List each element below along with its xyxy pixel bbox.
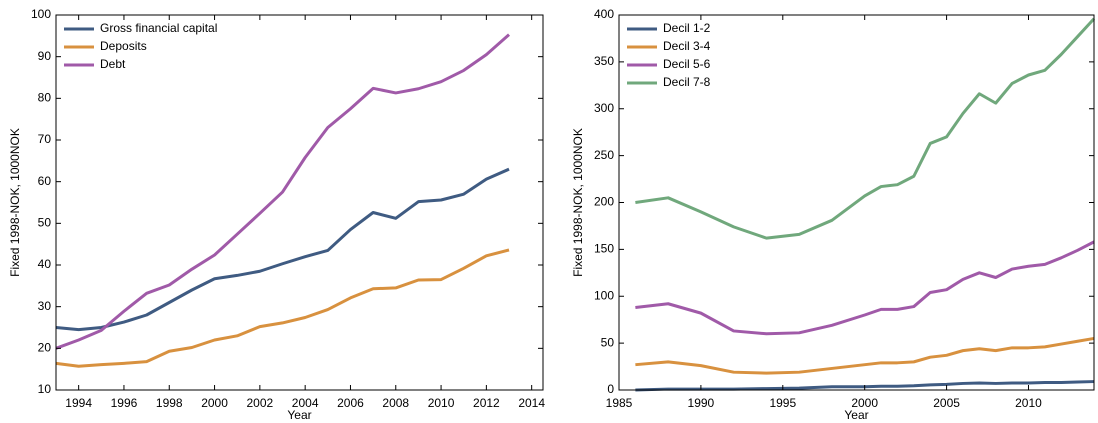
x-tick-label: 1994 xyxy=(65,396,92,410)
x-tick-label: 2005 xyxy=(933,396,960,410)
x-tick-label: 2004 xyxy=(292,396,319,410)
y-tick-label: 50 xyxy=(601,335,615,349)
y-axis-label: Fixed 1998-NOK, 1000NOK xyxy=(8,128,22,277)
x-tick-label: 1996 xyxy=(111,396,138,410)
x-tick-label: 1985 xyxy=(606,396,633,410)
x-tick-label: 1995 xyxy=(769,396,796,410)
y-tick-label: 30 xyxy=(38,299,52,313)
y-tick-label: 300 xyxy=(594,101,614,115)
y-tick-label: 90 xyxy=(38,49,52,63)
y-tick-label: 250 xyxy=(594,148,614,162)
x-axis-label: Year xyxy=(287,408,311,422)
y-tick-label: 200 xyxy=(594,195,614,209)
legend-label: Gross financial capital xyxy=(100,21,217,35)
y-tick-label: 70 xyxy=(38,132,52,146)
y-tick-label: 100 xyxy=(594,288,614,302)
x-tick-label: 2014 xyxy=(518,396,545,410)
x-axis-label: Year xyxy=(844,408,868,422)
y-tick-label: 100 xyxy=(31,7,51,21)
y-tick-label: 350 xyxy=(594,54,614,68)
y-tick-label: 20 xyxy=(38,341,52,355)
legend-label: Decil 5-6 xyxy=(663,57,711,71)
y-axis-label: Fixed 1998-NOK, 1000NOK xyxy=(571,128,585,277)
legend-label: Decil 3-4 xyxy=(663,39,711,53)
legend-label: Deposits xyxy=(100,39,147,53)
y-tick-label: 60 xyxy=(38,174,52,188)
y-tick-label: 0 xyxy=(607,382,614,396)
legend-label: Debt xyxy=(100,57,126,71)
x-tick-label: 2002 xyxy=(247,396,274,410)
y-tick-label: 400 xyxy=(594,7,614,21)
x-tick-label: 2010 xyxy=(1015,396,1042,410)
series-line xyxy=(635,336,1095,375)
series-line xyxy=(55,167,510,332)
series-line xyxy=(635,240,1095,336)
y-tick-label: 10 xyxy=(38,382,52,396)
series-line xyxy=(635,17,1096,240)
x-tick-label: 2006 xyxy=(337,396,364,410)
y-tick-label: 150 xyxy=(594,242,614,256)
x-tick-label: 1998 xyxy=(156,396,183,410)
x-tick-label: 2012 xyxy=(473,396,500,410)
x-tick-label: 1990 xyxy=(688,396,715,410)
legend-label: Decil 1-2 xyxy=(663,21,711,35)
x-tick-label: 2000 xyxy=(201,396,228,410)
x-tick-label: 2000 xyxy=(851,396,878,410)
x-tick-label: 2010 xyxy=(428,396,455,410)
series-line xyxy=(55,248,510,368)
y-tick-label: 80 xyxy=(38,91,52,105)
x-tick-label: 2008 xyxy=(382,396,409,410)
series-line xyxy=(635,380,1095,392)
y-tick-label: 40 xyxy=(38,257,52,271)
plot-frame xyxy=(55,14,544,391)
legend-label: Decil 7-8 xyxy=(663,75,711,89)
y-tick-label: 50 xyxy=(38,216,52,230)
series-line xyxy=(55,33,511,350)
